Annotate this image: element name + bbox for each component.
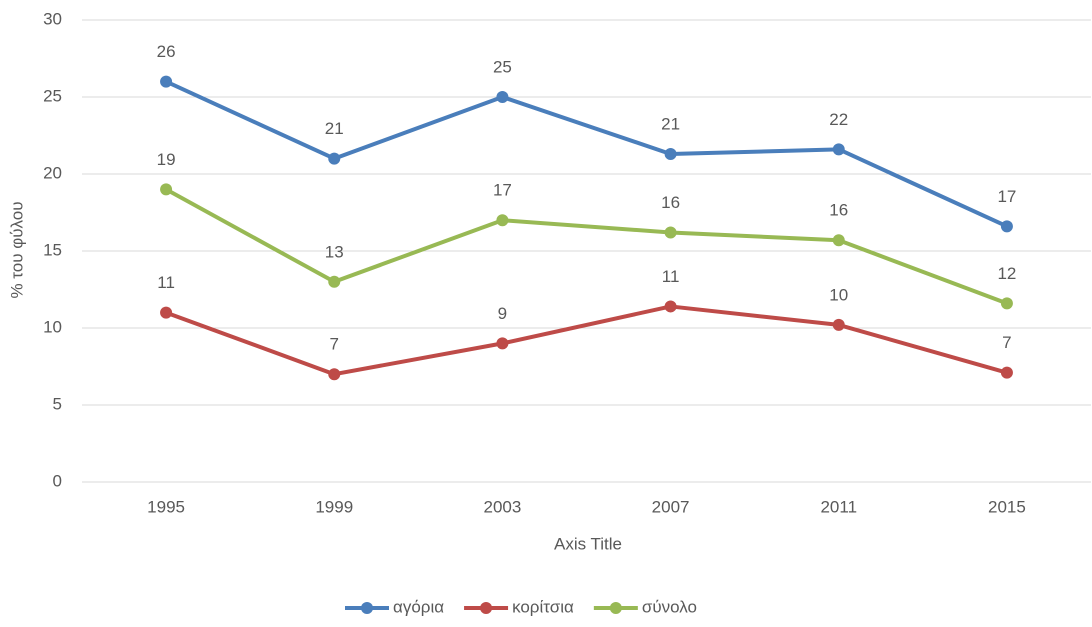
data-label: 21 (325, 119, 344, 138)
x-tick-label: 2003 (484, 497, 522, 516)
legend-label: κορίτσια (512, 597, 574, 616)
data-label: 9 (498, 304, 507, 323)
x-tick-label: 2015 (988, 497, 1026, 516)
data-label: 19 (157, 150, 176, 169)
x-tick-label: 2011 (820, 497, 857, 516)
data-point (832, 318, 845, 331)
data-point (664, 147, 677, 160)
data-point (1000, 297, 1013, 310)
x-tick-label: 1995 (147, 497, 185, 516)
data-point (496, 337, 509, 350)
y-tick-label: 10 (43, 317, 62, 336)
data-label: 7 (1002, 333, 1011, 352)
data-label: 7 (330, 335, 339, 354)
data-point (664, 226, 677, 239)
data-point (328, 275, 341, 288)
x-axis-title: Axis Title (554, 534, 622, 553)
y-tick-label: 30 (43, 9, 62, 28)
data-label: 25 (493, 57, 512, 76)
data-point (1000, 220, 1013, 233)
data-label: 13 (325, 242, 344, 261)
data-point (832, 234, 845, 247)
data-point (832, 143, 845, 156)
series-line (165, 187, 1008, 306)
data-point (160, 75, 173, 88)
data-label: 21 (661, 114, 680, 133)
data-point (328, 368, 341, 381)
data-point (496, 91, 509, 103)
legend-label: αγόρια (393, 597, 444, 616)
data-point (160, 183, 173, 196)
data-label: 22 (829, 110, 848, 129)
data-label: 17 (493, 181, 512, 200)
data-label: 16 (829, 201, 848, 220)
data-label: 11 (662, 267, 680, 286)
data-point (160, 306, 173, 319)
legend-marker (480, 602, 493, 614)
data-label: 26 (157, 42, 176, 61)
data-point (1000, 366, 1013, 379)
data-label: 10 (829, 285, 848, 304)
y-tick-label: 15 (43, 240, 62, 259)
data-point (328, 152, 341, 165)
x-tick-label: 1999 (315, 497, 353, 516)
data-label: 16 (661, 193, 680, 212)
x-tick-label: 2007 (652, 497, 690, 516)
data-point (496, 214, 509, 227)
y-axis-title: % του φύλου (7, 201, 26, 298)
data-label: 11 (157, 273, 175, 292)
legend-marker (609, 602, 622, 614)
legend-label: σύνολο (642, 597, 697, 616)
data-label: 12 (997, 264, 1016, 283)
y-tick-label: 0 (53, 471, 62, 490)
data-label: 17 (997, 187, 1016, 206)
legend-marker (361, 602, 373, 614)
y-tick-label: 20 (43, 163, 62, 182)
y-tick-label: 25 (43, 86, 62, 105)
data-point (664, 300, 677, 313)
series-line (165, 304, 1008, 377)
series-line (165, 79, 1008, 229)
y-tick-label: 5 (53, 394, 62, 413)
